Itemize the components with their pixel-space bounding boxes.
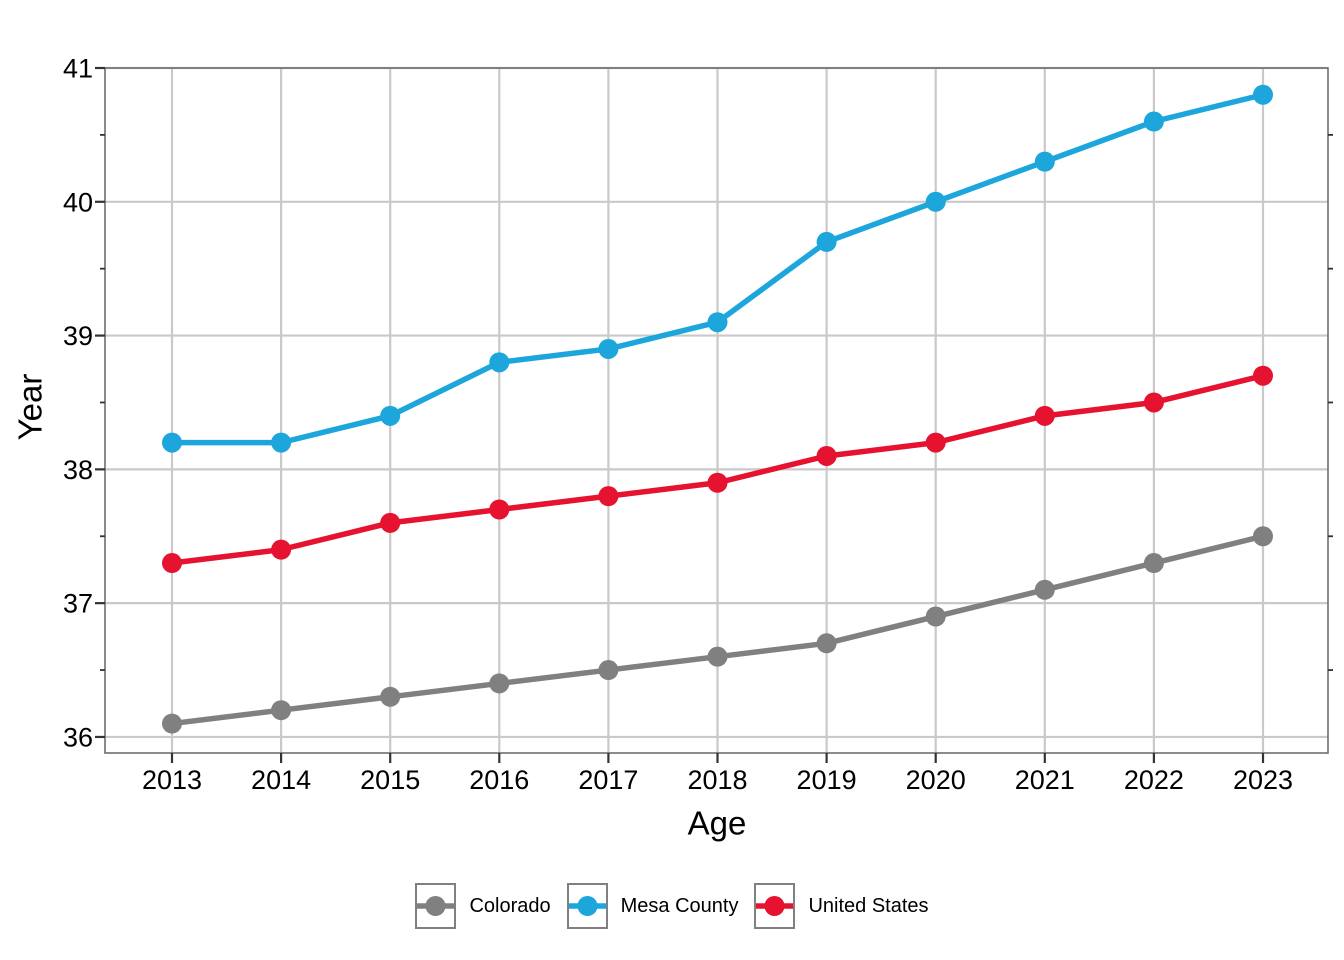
legend-item-colorado: Colorado <box>415 883 551 929</box>
data-point-united-states <box>380 512 401 533</box>
x-axis-title: Age <box>687 804 747 842</box>
x-tick-label: 2020 <box>906 765 966 795</box>
data-point-united-states <box>1034 405 1055 426</box>
legend-label: United States <box>808 894 929 917</box>
legend-item-united-states: United States <box>754 883 929 929</box>
x-tick-label: 2019 <box>797 765 857 795</box>
data-point-colorado <box>271 700 292 721</box>
y-axis-title: Year <box>11 373 49 441</box>
x-tick-label: 2018 <box>687 765 747 795</box>
data-point-united-states <box>598 486 619 507</box>
chart-legend: Colorado Mesa County United States <box>0 883 1344 929</box>
legend-key-icon <box>415 883 457 929</box>
data-point-united-states <box>925 432 946 453</box>
data-point-mesa-county <box>925 191 946 212</box>
y-tick-label: 36 <box>63 722 93 752</box>
data-point-united-states <box>489 499 510 520</box>
y-tick-label: 39 <box>63 321 93 351</box>
y-tick-label: 40 <box>63 187 93 217</box>
x-tick-label: 2017 <box>578 765 638 795</box>
x-tick-label: 2023 <box>1233 765 1293 795</box>
data-point-colorado <box>1143 553 1164 574</box>
data-point-colorado <box>1034 579 1055 600</box>
data-point-mesa-county <box>707 312 728 333</box>
data-point-united-states <box>1143 392 1164 413</box>
data-point-united-states <box>162 553 182 574</box>
data-point-mesa-county <box>1034 151 1055 172</box>
data-point-colorado <box>489 673 510 694</box>
data-point-united-states <box>271 539 292 560</box>
data-point-mesa-county <box>1143 111 1164 132</box>
data-point-colorado <box>925 606 946 627</box>
x-tick-label: 2015 <box>360 765 420 795</box>
data-point-mesa-county <box>271 432 292 453</box>
y-tick-label: 38 <box>63 455 93 485</box>
data-point-mesa-county <box>162 432 182 453</box>
data-point-united-states <box>707 472 728 493</box>
legend-key-icon <box>754 883 796 929</box>
data-point-united-states <box>1253 365 1273 386</box>
data-point-mesa-county <box>380 405 401 426</box>
data-point-colorado <box>598 660 619 681</box>
data-point-colorado <box>162 713 182 734</box>
data-point-mesa-county <box>1253 84 1273 105</box>
data-point-united-states <box>816 445 837 466</box>
data-point-mesa-county <box>598 338 619 359</box>
x-tick-label: 2022 <box>1124 765 1184 795</box>
data-point-colorado <box>380 686 401 707</box>
data-point-mesa-county <box>489 352 510 373</box>
x-tick-label: 2016 <box>469 765 529 795</box>
x-tick-label: 2013 <box>142 765 202 795</box>
data-point-mesa-county <box>816 231 837 252</box>
x-tick-label: 2014 <box>251 765 311 795</box>
y-tick-label: 41 <box>63 54 93 84</box>
data-point-colorado <box>707 646 728 667</box>
y-tick-label: 37 <box>63 589 93 619</box>
data-point-colorado <box>1253 526 1273 547</box>
legend-item-mesa-county: Mesa County <box>566 883 739 929</box>
data-point-colorado <box>816 633 837 654</box>
legend-key-icon <box>566 883 608 929</box>
x-tick-label: 2021 <box>1015 765 1075 795</box>
legend-label: Mesa County <box>620 894 739 917</box>
legend-label: Colorado <box>469 894 551 917</box>
